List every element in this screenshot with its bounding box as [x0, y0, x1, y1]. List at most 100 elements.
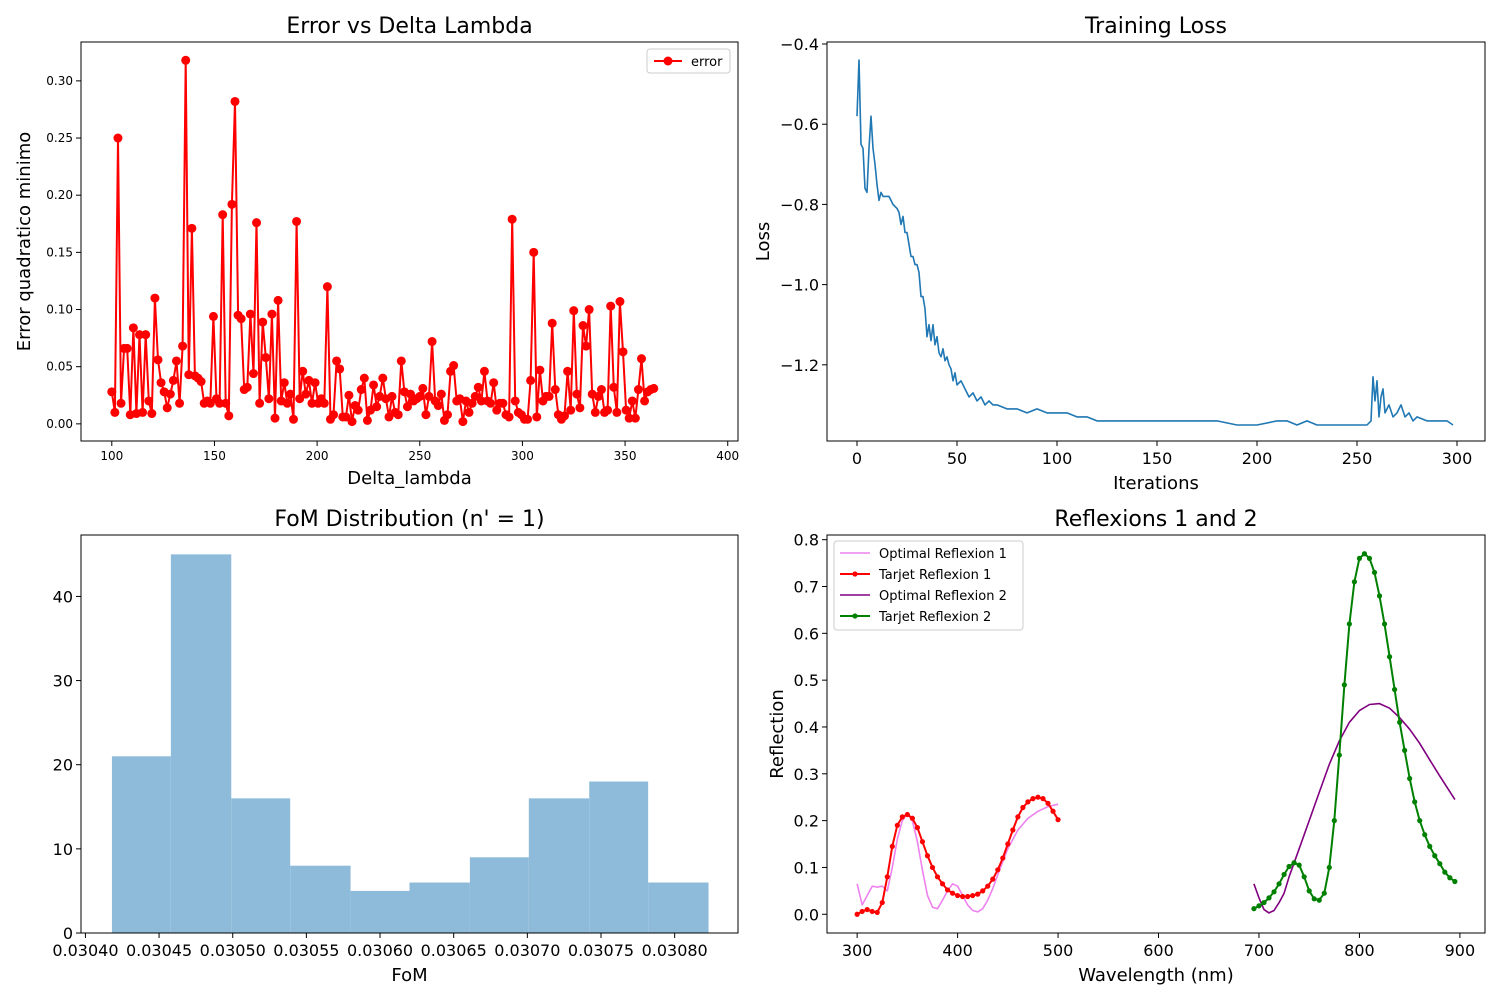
data-point	[476, 396, 486, 406]
data-point	[985, 883, 991, 889]
data-point	[569, 306, 579, 316]
data-point	[572, 389, 582, 399]
data-point	[113, 133, 123, 143]
data-point	[187, 223, 197, 233]
x-tick-label: 0.03075	[568, 941, 634, 960]
data-point	[535, 365, 545, 375]
data-point	[640, 396, 650, 406]
data-point	[470, 391, 480, 401]
data-point	[1412, 799, 1418, 805]
legend-label: Optimal Reflexion 2	[879, 589, 1007, 604]
data-point	[1025, 799, 1031, 805]
data-point	[1452, 878, 1458, 885]
data-point	[322, 282, 332, 292]
data-point	[899, 814, 905, 820]
data-point	[1271, 889, 1277, 895]
data-point	[372, 402, 382, 412]
data-point	[1266, 895, 1272, 901]
data-point	[433, 401, 443, 411]
data-point	[252, 218, 262, 228]
data-point	[1251, 906, 1257, 912]
y-tick-label: 0.7	[794, 578, 819, 597]
data-point	[544, 391, 554, 401]
data-point	[279, 378, 289, 388]
data-point	[1397, 719, 1403, 725]
data-point	[319, 398, 329, 408]
x-tick-label: 0.03055	[273, 941, 339, 960]
data-point	[1326, 864, 1332, 871]
data-point	[1010, 827, 1016, 833]
data-point	[1276, 881, 1282, 887]
data-point	[165, 389, 175, 399]
series-line-loss	[856, 59, 1454, 426]
x-tick-label: 200	[306, 449, 329, 463]
data-point	[621, 405, 631, 415]
legend-box	[833, 540, 1024, 631]
x-axis-label: Delta_lambda	[347, 468, 471, 489]
y-tick-label: −1.0	[780, 276, 819, 295]
data-point	[995, 867, 1001, 873]
data-point	[458, 417, 468, 427]
data-point	[507, 214, 517, 224]
data-point	[909, 815, 915, 821]
y-tick-label: −0.6	[780, 115, 819, 134]
data-point	[156, 378, 166, 388]
data-point	[288, 414, 298, 424]
data-point	[1386, 654, 1393, 660]
histogram-bar	[648, 882, 709, 933]
series-line-4	[1253, 552, 1456, 910]
legend-label: error	[691, 55, 723, 70]
data-point	[498, 398, 508, 408]
data-point	[1015, 814, 1021, 820]
histogram-bar	[111, 756, 171, 933]
data-point	[1381, 621, 1388, 627]
data-point	[1447, 875, 1453, 881]
data-point	[221, 398, 231, 408]
data-point	[116, 398, 126, 408]
data-point	[406, 389, 416, 399]
data-point	[273, 295, 283, 305]
histogram-bar	[469, 857, 529, 933]
data-point	[975, 891, 981, 897]
data-point	[307, 398, 317, 408]
legend-marker	[663, 56, 673, 66]
data-point	[362, 415, 372, 425]
data-point	[590, 407, 600, 417]
x-tick-label: 0.03050	[200, 941, 266, 960]
data-point	[879, 899, 885, 906]
data-point	[560, 411, 570, 421]
data-point	[208, 311, 218, 321]
data-point	[215, 398, 225, 408]
data-point	[566, 405, 576, 415]
data-point	[255, 398, 265, 408]
data-point	[138, 407, 148, 417]
data-point	[122, 343, 132, 353]
data-point	[332, 356, 342, 366]
data-point	[387, 391, 397, 401]
data-point	[492, 405, 502, 415]
x-tick-label: 300	[511, 449, 534, 463]
data-point	[1286, 863, 1292, 870]
y-tick-label: 0.20	[46, 188, 73, 202]
y-tick-label: 0.4	[794, 718, 819, 737]
x-tick-label: 500	[1043, 941, 1074, 960]
data-point	[344, 390, 354, 400]
data-point	[1432, 853, 1438, 859]
y-tick-label: 0.05	[46, 360, 73, 374]
data-point	[550, 385, 560, 395]
data-point	[1311, 896, 1317, 902]
y-axis-label: Error quadratico minimo	[14, 132, 35, 352]
chart-panel-4: Reflexions 1 and 2 300 400 500 600 700 800 900 0…	[767, 507, 1486, 986]
data-point	[1391, 686, 1398, 693]
y-tick-label: 0.30	[46, 74, 73, 88]
data-point	[141, 330, 151, 340]
x-tick-label: 0.03045	[126, 941, 192, 960]
data-point	[1356, 555, 1363, 562]
data-point	[1261, 899, 1267, 906]
histogram-bar	[589, 781, 649, 933]
legend-marker	[852, 613, 858, 619]
data-point	[359, 373, 369, 383]
data-point	[162, 403, 172, 413]
y-tick-label: 0.2	[794, 812, 819, 831]
data-point	[615, 297, 625, 307]
